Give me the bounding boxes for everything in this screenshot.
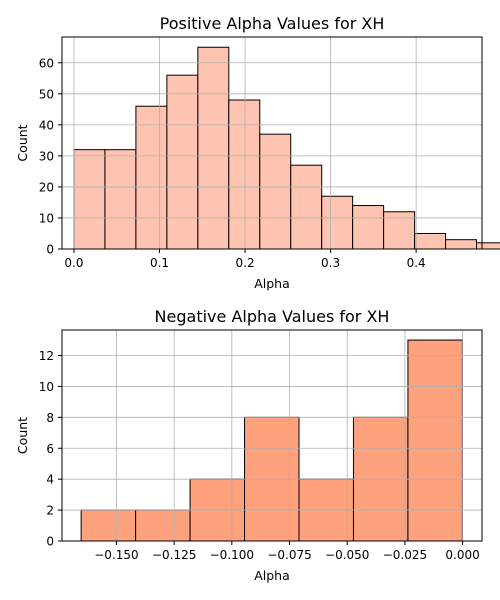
y-tick-label: 2 xyxy=(46,504,54,518)
x-tick-label: −0.025 xyxy=(383,548,427,562)
y-axis-label: Count xyxy=(15,417,30,454)
chart-1: 0.0 0.1 0.2 0.3 0.4 0 10 20 30 40 50 60 Positive Alp… xyxy=(15,14,500,291)
y-tick-label: 40 xyxy=(39,118,54,132)
y-tick-label: 8 xyxy=(46,411,54,425)
y-tick-label: 4 xyxy=(46,473,54,487)
histogram-bar xyxy=(197,46,230,250)
chart-2: −0.150 −0.125 −0.100 −0.075 −0.050 −0.025 0.00… xyxy=(15,307,483,583)
x-tick-label: 0.4 xyxy=(407,256,426,270)
y-tick-label: 12 xyxy=(39,349,54,363)
histogram-bar xyxy=(135,105,168,250)
histogram-bar xyxy=(476,242,500,250)
histogram-bar xyxy=(290,164,323,250)
histogram-bar xyxy=(135,509,191,542)
histogram-bar xyxy=(166,74,199,250)
y-tick-label: 50 xyxy=(39,87,54,101)
axes-frame xyxy=(61,329,483,542)
histogram-bar xyxy=(259,133,292,250)
x-tick-label: −0.100 xyxy=(210,548,254,562)
y-tick-label: 6 xyxy=(46,442,54,456)
x-tick-label: −0.150 xyxy=(94,548,138,562)
x-tick-label: −0.125 xyxy=(152,548,196,562)
x-tick-label: 0.0 xyxy=(64,256,83,270)
histogram-bar xyxy=(445,239,478,250)
axes-frame xyxy=(61,36,483,250)
x-tick-label: 0.1 xyxy=(150,256,169,270)
histogram-bar xyxy=(352,205,385,250)
y-tick-label: 30 xyxy=(39,149,54,163)
histogram-bar xyxy=(321,195,354,250)
y-tick-label: 0 xyxy=(46,535,54,549)
chart-title: Positive Alpha Values for XH xyxy=(160,14,385,33)
histogram-bar xyxy=(104,149,137,250)
histogram-bar xyxy=(228,99,261,250)
histogram-bar xyxy=(407,339,463,542)
x-tick-label: −0.075 xyxy=(267,548,311,562)
x-axis-label: Alpha xyxy=(254,276,290,291)
x-axis-label: Alpha xyxy=(254,568,290,583)
y-axis-label: Count xyxy=(15,124,30,161)
y-tick-label: 20 xyxy=(39,180,54,194)
histogram-bar xyxy=(80,509,137,542)
x-tick-label: 0.3 xyxy=(321,256,340,270)
histogram-bar xyxy=(414,232,447,250)
chart-title: Negative Alpha Values for XH xyxy=(155,307,390,326)
y-tick-label: 0 xyxy=(46,243,54,257)
histogram-bar xyxy=(73,149,106,250)
x-tick-label: 0.000 xyxy=(445,548,479,562)
x-tick-label: 0.2 xyxy=(236,256,255,270)
y-tick-label: 10 xyxy=(39,211,54,225)
y-tick-label: 10 xyxy=(39,380,54,394)
y-tick-label: 60 xyxy=(39,56,54,70)
x-tick-label: −0.050 xyxy=(325,548,369,562)
histogram-bar xyxy=(383,211,416,250)
